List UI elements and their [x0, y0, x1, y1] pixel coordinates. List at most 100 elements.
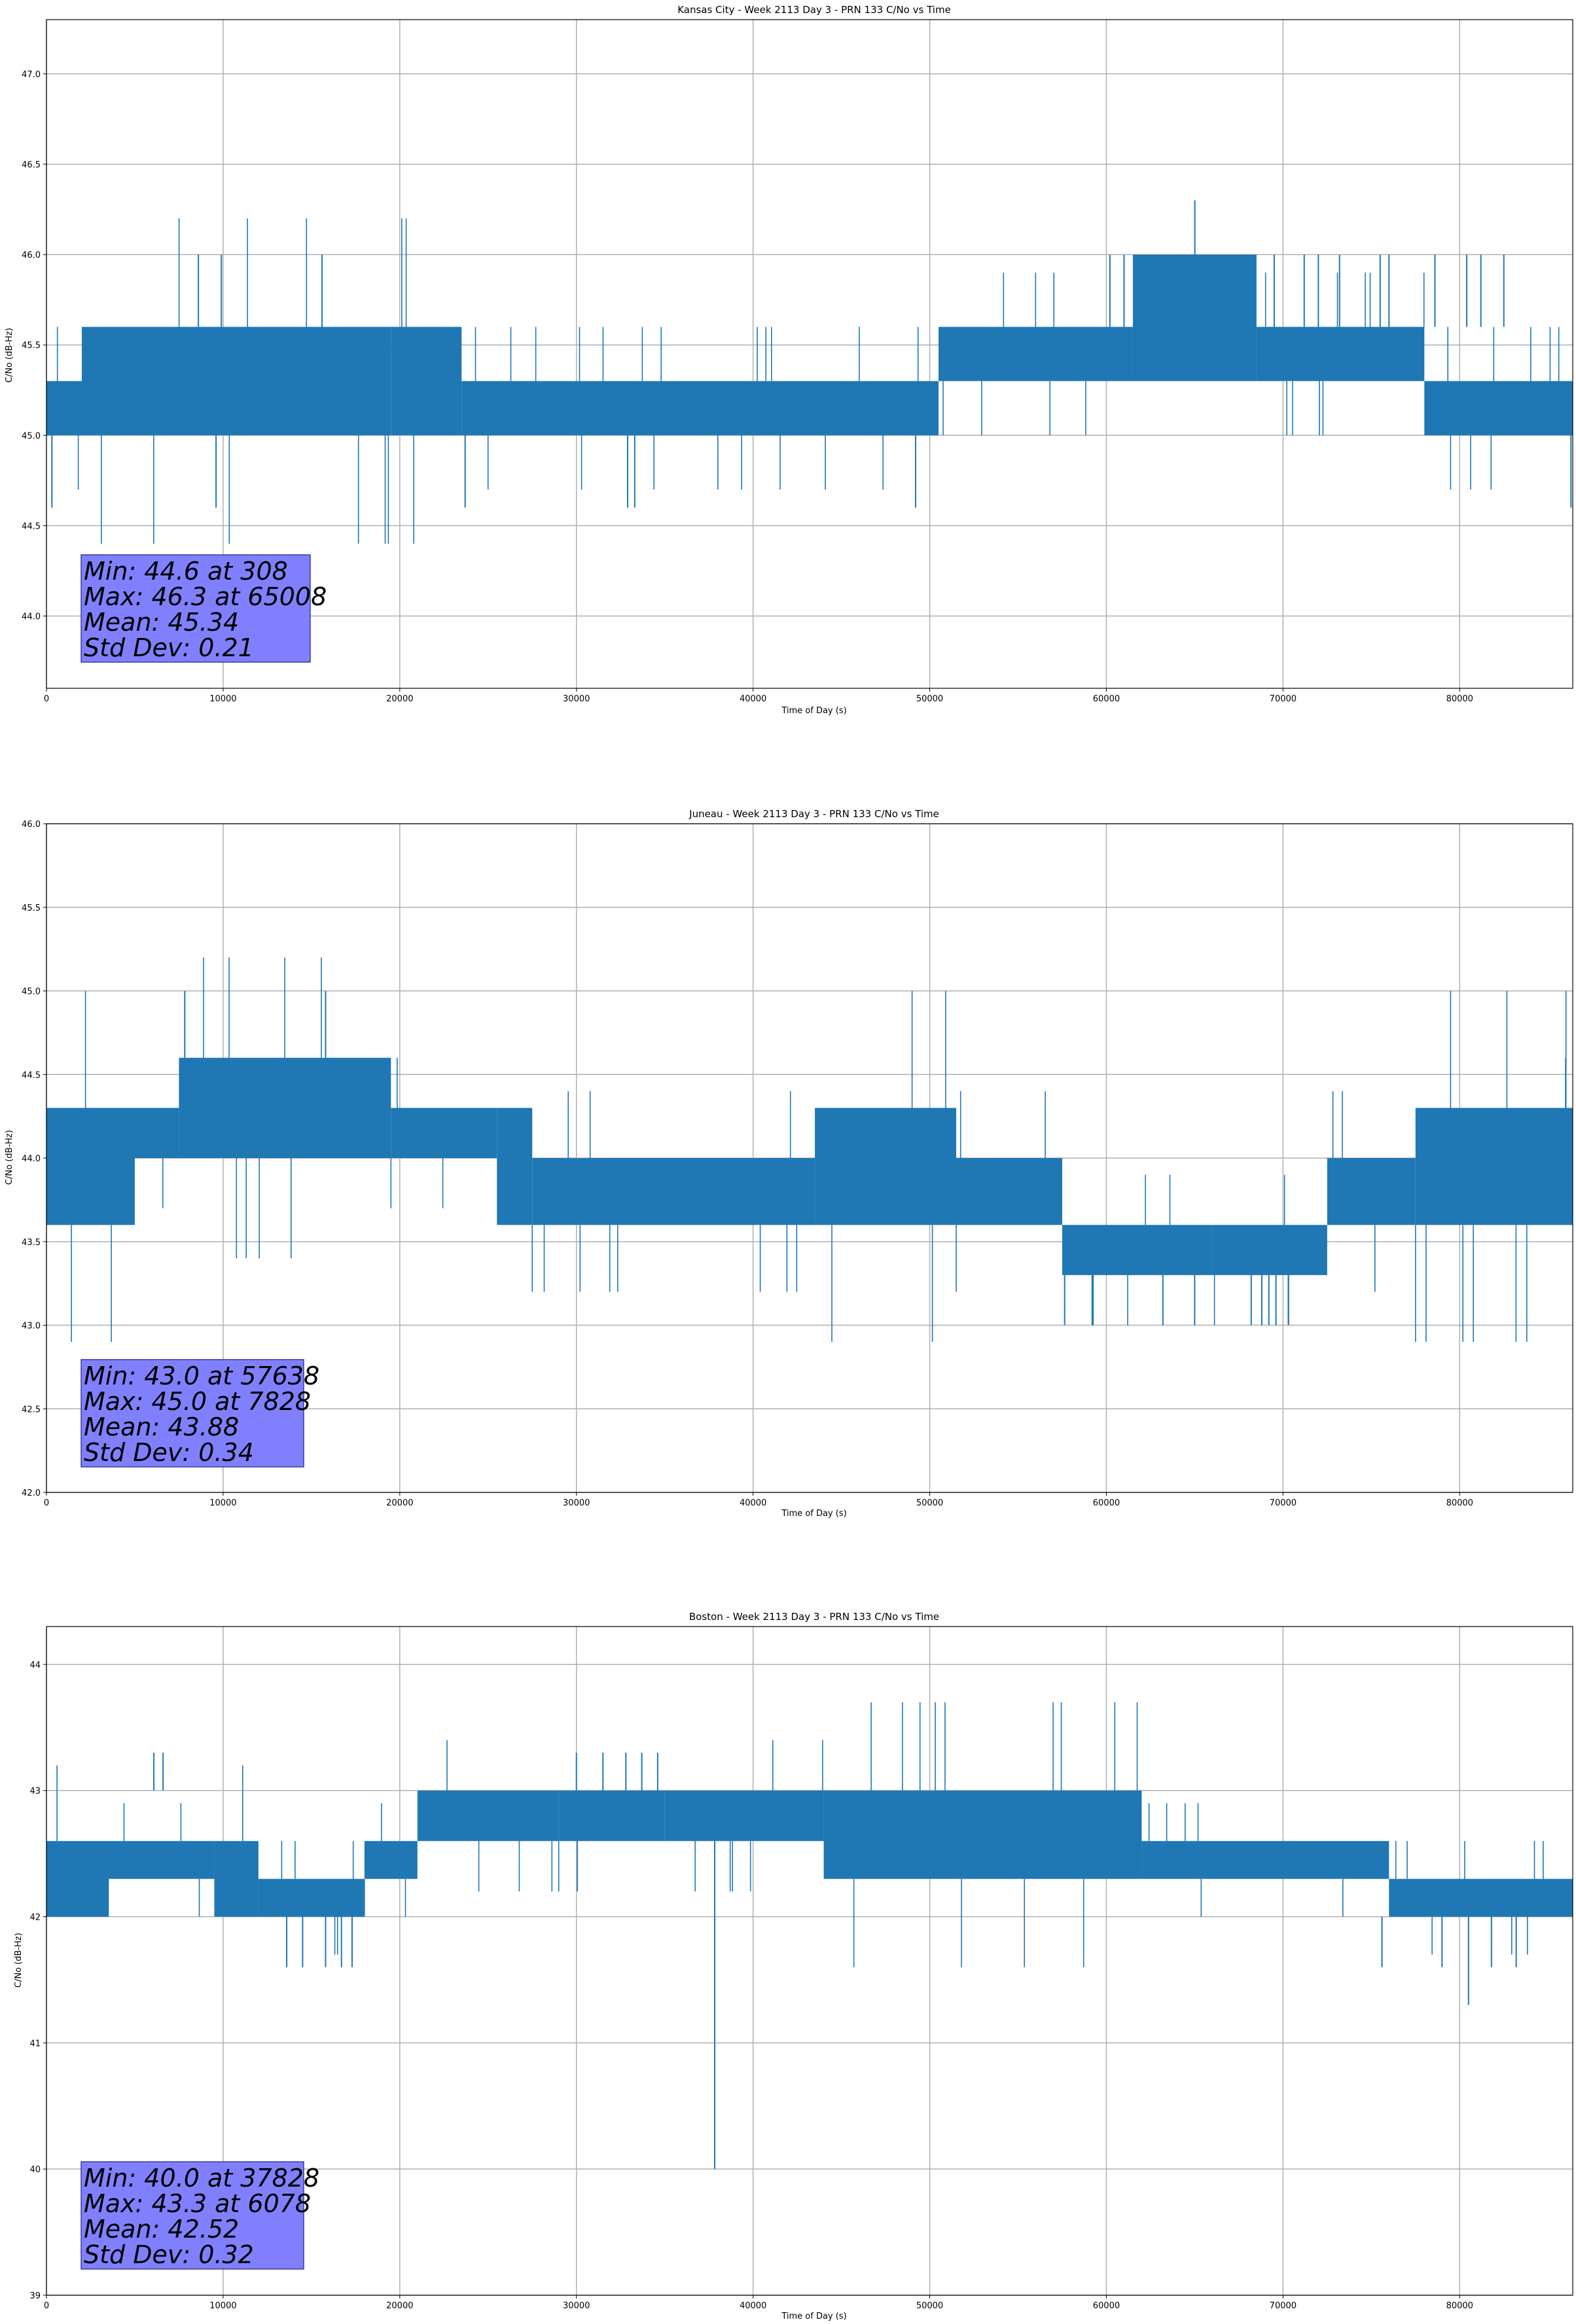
- boston-series-band: [1389, 1878, 1573, 1917]
- juneau-series-band: [956, 1158, 1062, 1225]
- juneau-y-tick-label: 45.5: [22, 904, 41, 913]
- juneau-y-tick-label: 45.0: [22, 987, 41, 997]
- kansas-city-x-tick-label: 30000: [563, 694, 590, 704]
- kansas-city-stats-box: Min: 44.6 at 308 Max: 46.3 at 65008 Mean…: [81, 554, 327, 663]
- juneau-series-band: [134, 1108, 179, 1158]
- juneau-x-axis-label: Time of Day (s): [781, 1509, 846, 1519]
- boston-panel: Boston - Week 2113 Day 3 - PRN 133 C/No …: [14, 1611, 1573, 2321]
- boston-chart-title: Boston - Week 2113 Day 3 - PRN 133 C/No …: [689, 1611, 939, 1623]
- boston-series-band: [1141, 1840, 1389, 1879]
- boston-stats-background: [81, 2161, 304, 2270]
- juneau-stat-min: Min: 43.0 at 57638: [84, 1362, 319, 1390]
- boston-axes-frame: [46, 1626, 1573, 2296]
- kansas-city-x-axis-label: Time of Day (s): [781, 706, 846, 716]
- kansas-city-series-band: [391, 326, 462, 436]
- boston-x-tick-label: 50000: [916, 2301, 943, 2311]
- kansas-city-series-noise: [56, 326, 79, 490]
- juneau-x-tick-label: 20000: [386, 1498, 413, 1508]
- boston-series-band: [46, 1840, 109, 1917]
- juneau-stat-std-dev: Std Dev: 0.34: [84, 1438, 254, 1467]
- juneau-series-band: [532, 1158, 815, 1225]
- juneau-series-noise: [162, 1158, 164, 1208]
- kansas-city-y-tick-label: 45.0: [22, 431, 41, 441]
- kansas-city-series-band: [461, 381, 939, 436]
- kansas-city-axes-frame: [46, 19, 1573, 689]
- kansas-city-x-tick-label: 10000: [209, 694, 236, 704]
- juneau-series-band: [46, 1108, 135, 1225]
- boston-y-tick-label: 43: [29, 1787, 41, 1797]
- juneau-y-tick-label: 44.0: [22, 1154, 41, 1164]
- kansas-city-x-tick-label: 60000: [1093, 694, 1120, 704]
- boston-series-band: [558, 1790, 665, 1841]
- boston-x-axis-label: Time of Day (s): [781, 2312, 846, 2321]
- boston-x-tick-label: 10000: [209, 2301, 236, 2311]
- kansas-city-y-tick-label: 46.5: [22, 160, 41, 170]
- boston-stats-box: Min: 40.0 at 37828 Max: 43.3 at 6078 Mea…: [81, 2161, 319, 2270]
- kansas-city-series-band: [1424, 381, 1573, 436]
- kansas-city-y-tick-label: 44.5: [22, 521, 41, 531]
- kansas-city-ticks: 0 10000 20000 30000 40000 50000 60000 70000 8000…: [22, 70, 1473, 704]
- juneau-y-tick-label: 44.5: [22, 1070, 41, 1080]
- juneau-series-band: [391, 1108, 497, 1158]
- kansas-city-x-tick-label: 40000: [740, 694, 766, 704]
- boston-y-tick-label: 44: [29, 1661, 41, 1670]
- kansas-city-chart-title: Kansas City - Week 2113 Day 3 - PRN 133 …: [677, 4, 951, 16]
- juneau-x-tick-label: 50000: [916, 1498, 943, 1508]
- juneau-y-tick-label: 42.5: [22, 1405, 41, 1415]
- boston-series-band: [823, 1790, 965, 1879]
- boston-y-tick-label: 41: [29, 2039, 41, 2049]
- boston-series-band: [108, 1840, 215, 1879]
- juneau-panel: Juneau - Week 2113 Day 3 - PRN 133 C/No …: [5, 808, 1573, 1519]
- boston-stat-min: Min: 40.0 at 37828: [84, 2164, 319, 2192]
- juneau-x-tick-label: 10000: [209, 1498, 236, 1508]
- kansas-city-x-tick-label: 20000: [386, 694, 413, 704]
- kansas-city-series-band: [81, 326, 391, 436]
- kansas-city-x-tick-label: 70000: [1270, 694, 1297, 704]
- juneau-stat-mean: Mean: 43.88: [84, 1413, 239, 1441]
- juneau-stats-background: [81, 1359, 304, 1468]
- boston-y-tick-label: 39: [29, 2291, 41, 2301]
- kansas-city-series-band: [1256, 326, 1425, 381]
- kansas-city-x-tick-label: 50000: [916, 694, 943, 704]
- juneau-ticks: 0 10000 20000 30000 40000 50000 60000 70000 8000…: [22, 820, 1473, 1508]
- juneau-x-tick-label: 30000: [563, 1498, 590, 1508]
- boston-series-band: [664, 1790, 824, 1841]
- juneau-x-tick-label: 80000: [1446, 1498, 1473, 1508]
- juneau-y-tick-label: 42.0: [22, 1488, 41, 1498]
- boston-x-tick-label: 80000: [1446, 2301, 1473, 2311]
- boston-series-noise: [56, 1765, 58, 1841]
- kansas-city-cno-series: [46, 200, 1573, 544]
- juneau-stats-box: Min: 43.0 at 57638 Max: 45.0 at 7828 Mea…: [81, 1359, 319, 1468]
- kansas-city-stat-mean: Mean: 45.34: [84, 608, 239, 637]
- juneau-x-tick-label: 40000: [740, 1498, 766, 1508]
- juneau-stat-max: Max: 45.0 at 7828: [84, 1387, 311, 1416]
- boston-series-band: [258, 1878, 365, 1917]
- boston-series-band: [364, 1840, 418, 1879]
- juneau-series-band: [497, 1108, 533, 1225]
- kansas-city-stat-max: Max: 46.3 at 65008: [84, 582, 327, 611]
- juneau-series-band: [1327, 1158, 1416, 1225]
- juneau-y-tick-label: 43.0: [22, 1322, 41, 1331]
- boston-y-axis-label: C/No (dB-Hz): [14, 1933, 24, 1988]
- kansas-city-y-tick-label: 45.5: [22, 341, 41, 351]
- kansas-city-stat-min: Min: 44.6 at 308: [84, 557, 288, 586]
- juneau-series-band: [1212, 1225, 1327, 1275]
- juneau-x-tick-label: 60000: [1093, 1498, 1120, 1508]
- juneau-cno-series: [46, 957, 1573, 1342]
- boston-series-noise: [558, 1840, 579, 1892]
- kansas-city-stat-std-dev: Std Dev: 0.21: [84, 633, 254, 662]
- kansas-city-y-axis-label: C/No (dB-Hz): [5, 328, 14, 383]
- juneau-x-tick-label: 0: [44, 1498, 49, 1508]
- boston-cno-series: [46, 1702, 1573, 2170]
- kansas-city-y-tick-label: 47.0: [22, 70, 41, 80]
- kansas-city-panel: Kansas City - Week 2113 Day 3 - PRN 133 …: [5, 4, 1573, 716]
- kansas-city-x-tick-label: 80000: [1446, 694, 1473, 704]
- kansas-city-y-tick-label: 44.0: [22, 612, 41, 622]
- boston-series-band: [417, 1790, 559, 1841]
- juneau-chart-title: Juneau - Week 2113 Day 3 - PRN 133 C/No …: [689, 808, 939, 820]
- boston-series-band: [965, 1790, 1142, 1879]
- juneau-series-noise: [1332, 1091, 1376, 1292]
- boston-stat-mean: Mean: 42.52: [84, 2215, 239, 2244]
- kansas-city-stats-background: [81, 554, 311, 663]
- juneau-x-tick-label: 70000: [1270, 1498, 1297, 1508]
